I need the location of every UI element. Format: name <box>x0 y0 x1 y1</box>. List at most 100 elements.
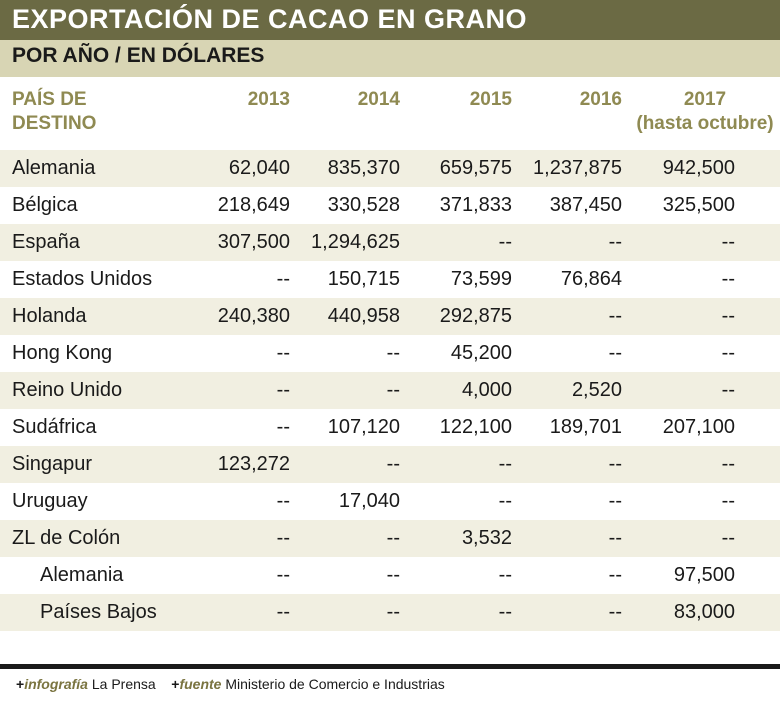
value-cell: 122,100 <box>439 416 512 438</box>
row-stripe <box>0 594 780 631</box>
value-cell: 123,272 <box>217 453 290 475</box>
row-stripe <box>0 520 780 557</box>
value-cell: -- <box>721 305 735 327</box>
credits: +infografía La Prensa +fuente Ministerio… <box>16 676 445 692</box>
header-year-2016: 2016 <box>579 89 622 110</box>
row-stripe <box>0 150 780 187</box>
value-cell: -- <box>498 231 512 253</box>
value-cell: -- <box>721 231 735 253</box>
header-year-2013: 2013 <box>247 89 290 110</box>
value-cell: 4,000 <box>461 379 512 401</box>
header-year-2017-label: 2017 <box>683 89 727 110</box>
header-year-2017: 2017 (hasta octubre) <box>630 88 780 136</box>
value-cell: 942,500 <box>662 157 735 179</box>
value-cell: 2,520 <box>571 379 622 401</box>
value-cell: 292,875 <box>439 305 512 327</box>
country-cell: Alemania <box>12 157 96 179</box>
value-cell: -- <box>721 453 735 475</box>
value-cell: 240,380 <box>217 305 290 327</box>
value-cell: -- <box>608 564 622 586</box>
value-cell: 107,120 <box>327 416 400 438</box>
plus-sign: + <box>171 676 180 692</box>
value-cell: -- <box>608 527 622 549</box>
value-cell: 330,528 <box>327 194 400 216</box>
value-cell: -- <box>386 379 400 401</box>
value-cell: 218,649 <box>217 194 290 216</box>
value-cell: 150,715 <box>327 268 400 290</box>
value-cell: -- <box>721 379 735 401</box>
plus-sign: + <box>16 676 25 692</box>
value-cell: -- <box>608 490 622 512</box>
value-cell: -- <box>721 490 735 512</box>
value-cell: -- <box>276 342 290 364</box>
country-cell: Estados Unidos <box>12 268 153 290</box>
header-country-line1: PAÍS DE <box>12 89 87 110</box>
value-cell: 83,000 <box>673 601 735 623</box>
value-cell: -- <box>608 342 622 364</box>
row-stripe <box>0 224 780 261</box>
value-cell: -- <box>608 305 622 327</box>
value-cell: -- <box>498 601 512 623</box>
bottom-rule <box>0 664 780 669</box>
value-cell: 73,599 <box>450 268 512 290</box>
header-year-2015: 2015 <box>469 89 512 110</box>
value-cell: 207,100 <box>662 416 735 438</box>
value-cell: 1,237,875 <box>533 157 622 179</box>
country-cell: Bélgica <box>12 194 78 216</box>
value-cell: 387,450 <box>549 194 622 216</box>
value-cell: 3,532 <box>461 527 512 549</box>
country-cell: España <box>12 231 80 253</box>
value-cell: -- <box>276 564 290 586</box>
infografia-label: infografía <box>24 676 88 692</box>
row-stripe <box>0 446 780 483</box>
country-cell: Reino Unido <box>12 379 123 401</box>
value-cell: 440,958 <box>327 305 400 327</box>
value-cell: 659,575 <box>439 157 512 179</box>
header-year-2017-note: (hasta octubre) <box>636 113 774 134</box>
chart-title: EXPORTACIÓN DE CACAO EN GRANO <box>12 4 528 34</box>
value-cell: -- <box>386 453 400 475</box>
infografia-value: La Prensa <box>91 676 156 692</box>
value-cell: 325,500 <box>662 194 735 216</box>
country-cell: Alemania <box>40 564 124 586</box>
value-cell: -- <box>276 601 290 623</box>
value-cell: 45,200 <box>450 342 512 364</box>
chart-subtitle: POR AÑO / EN DÓLARES <box>12 44 265 67</box>
value-cell: -- <box>276 416 290 438</box>
value-cell: -- <box>386 564 400 586</box>
value-cell: 189,701 <box>549 416 622 438</box>
value-cell: 76,864 <box>560 268 622 290</box>
value-cell: -- <box>386 342 400 364</box>
value-cell: -- <box>276 527 290 549</box>
value-cell: -- <box>721 527 735 549</box>
value-cell: -- <box>608 231 622 253</box>
value-cell: -- <box>498 490 512 512</box>
value-cell: 1,294,625 <box>311 231 400 253</box>
value-cell: -- <box>498 564 512 586</box>
fuente-value: Ministerio de Comercio e Industrias <box>225 676 445 692</box>
value-cell: 371,833 <box>439 194 512 216</box>
country-cell: Holanda <box>12 305 87 327</box>
country-cell: Singapur <box>12 453 93 475</box>
row-stripe <box>0 372 780 409</box>
value-cell: -- <box>608 453 622 475</box>
title-bar <box>0 0 780 40</box>
value-cell: 62,040 <box>228 157 290 179</box>
value-cell: -- <box>276 379 290 401</box>
country-cell: ZL de Colón <box>12 527 121 549</box>
value-cell: 835,370 <box>327 157 400 179</box>
header-year-2014: 2014 <box>357 89 400 110</box>
value-cell: -- <box>386 527 400 549</box>
country-cell: Sudáfrica <box>12 416 97 438</box>
header-country-line2: DESTINO <box>12 113 97 134</box>
row-stripe <box>0 298 780 335</box>
value-cell: 307,500 <box>217 231 290 253</box>
header-country: PAÍS DE DESTINO <box>12 88 96 136</box>
value-cell: -- <box>276 490 290 512</box>
value-cell: 97,500 <box>673 564 735 586</box>
country-cell: Países Bajos <box>40 601 157 623</box>
fuente-label: fuente <box>179 676 222 692</box>
value-cell: -- <box>276 268 290 290</box>
value-cell: -- <box>498 453 512 475</box>
country-cell: Uruguay <box>12 490 88 512</box>
